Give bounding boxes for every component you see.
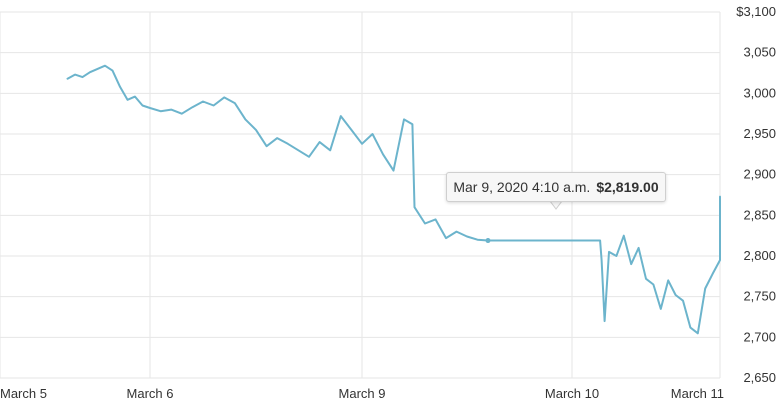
y-tick-label: 2,900 bbox=[743, 167, 776, 182]
data-point-marker[interactable] bbox=[485, 238, 491, 244]
y-tick-label: $3,100 bbox=[736, 4, 776, 19]
y-tick-label: 2,850 bbox=[743, 207, 776, 222]
x-tick-label: March 11 bbox=[671, 386, 724, 401]
y-tick-label: 2,650 bbox=[743, 370, 776, 385]
x-tick-label: March 10 bbox=[545, 386, 599, 401]
tooltip-value: $2,819.00 bbox=[596, 179, 659, 195]
y-tick-label: 2,950 bbox=[743, 126, 776, 141]
y-tick-label: 2,800 bbox=[743, 248, 776, 263]
y-tick-label: 2,750 bbox=[743, 289, 776, 304]
x-tick-label: March 9 bbox=[339, 386, 386, 401]
hover-tooltip: Mar 9, 2020 4:10 a.m. $2,819.00 bbox=[446, 172, 666, 202]
series-layer bbox=[66, 64, 721, 335]
x-axis: March 5 March 6 March 9 March 10 March 11 bbox=[0, 386, 724, 401]
y-tick-label: 3,050 bbox=[743, 45, 776, 60]
y-axis: 2,650 2,700 2,750 2,800 2,850 2,900 2,950 3,000… bbox=[736, 4, 776, 385]
x-tick-label: March 5 bbox=[0, 386, 47, 401]
tooltip-pointer bbox=[550, 201, 562, 210]
x-tick-label: March 6 bbox=[127, 386, 174, 401]
y-tick-label: 2,700 bbox=[743, 329, 776, 344]
marker-layer bbox=[485, 238, 491, 244]
tooltip-date: Mar 9, 2020 4:10 a.m. bbox=[453, 179, 591, 195]
price-series-line[interactable] bbox=[66, 64, 721, 335]
y-tick-label: 3,000 bbox=[743, 85, 776, 100]
